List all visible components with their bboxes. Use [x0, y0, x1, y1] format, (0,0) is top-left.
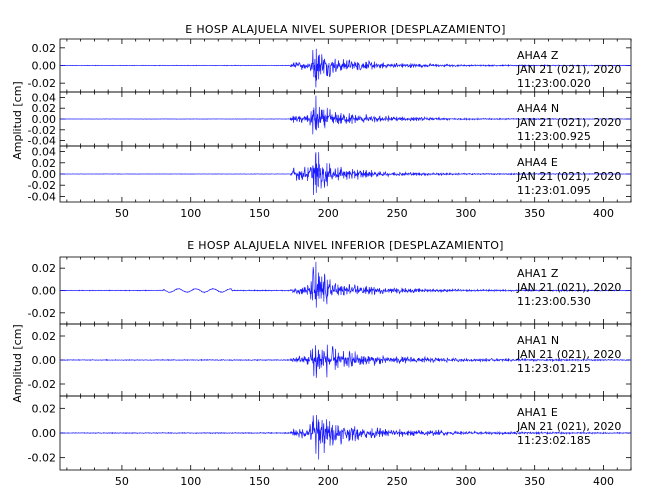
series-name: AHA1 E	[517, 406, 558, 419]
series-date: JAN 21 (021), 2020	[516, 420, 621, 433]
y-tick-label: -0.02	[28, 77, 56, 90]
y-tick-label: 0.02	[32, 262, 57, 275]
x-tick-label: 350	[524, 475, 545, 488]
y-axis-label: Amplitud [cm]	[11, 81, 24, 159]
x-tick-label: 100	[180, 207, 201, 220]
y-tick-label: 0.02	[32, 42, 57, 55]
x-tick-label: 50	[115, 207, 129, 220]
series-date: JAN 21 (021), 2020	[516, 348, 621, 361]
y-tick-label: 0.04	[32, 91, 57, 104]
waveform-trace	[59, 414, 632, 460]
series-date: JAN 21 (021), 2020	[516, 63, 621, 76]
chart-title: E HOSP ALAJUELA NIVEL INFERIOR [DESPLAZA…	[187, 239, 504, 252]
series-date: JAN 21 (021), 2020	[516, 116, 621, 129]
x-tick-label: 350	[524, 207, 545, 220]
y-tick-label: 0.00	[32, 285, 57, 298]
series-time: 11:23:00.530	[517, 295, 591, 308]
series-time: 11:23:02.185	[517, 434, 591, 447]
y-tick-label: 0.02	[32, 402, 57, 415]
x-tick-label: 200	[318, 207, 339, 220]
x-tick-label: 150	[249, 475, 270, 488]
waveform-trace	[59, 95, 632, 135]
x-tick-label: 200	[318, 475, 339, 488]
series-date: JAN 21 (021), 2020	[516, 170, 621, 183]
series-time: 11:23:00.925	[517, 130, 591, 143]
x-tick-label: 300	[455, 475, 476, 488]
x-tick-label: 150	[249, 207, 270, 220]
y-tick-label: 0.00	[32, 354, 57, 367]
series-date: JAN 21 (021), 2020	[516, 281, 621, 294]
y-tick-label: 0.02	[32, 330, 57, 343]
y-tick-label: -0.04	[28, 135, 56, 148]
y-tick-label: 0.00	[32, 427, 57, 440]
waveform-trace	[59, 344, 632, 378]
series-time: 11:23:01.095	[517, 184, 591, 197]
y-tick-label: 0.04	[32, 146, 57, 159]
x-tick-label: 400	[593, 207, 614, 220]
x-tick-label: 100	[180, 475, 201, 488]
y-tick-label: 0.00	[32, 168, 57, 181]
y-axis-label: Amplitud [cm]	[11, 324, 24, 402]
y-tick-label: 0.02	[32, 157, 57, 170]
y-tick-label: -0.02	[28, 307, 56, 320]
series-name: AHA1 N	[517, 334, 559, 347]
series-name: AHA4 E	[517, 156, 558, 169]
waveform-trace	[59, 261, 632, 308]
series-name: AHA4 Z	[517, 49, 559, 62]
y-tick-label: -0.02	[28, 179, 56, 192]
x-tick-label: 50	[115, 475, 129, 488]
waveform-trace	[59, 48, 632, 88]
y-tick-label: 0.02	[32, 102, 57, 115]
series-name: AHA4 N	[517, 102, 559, 115]
y-tick-label: -0.02	[28, 378, 56, 391]
x-tick-label: 400	[593, 475, 614, 488]
x-tick-label: 300	[455, 207, 476, 220]
y-tick-label: 0.00	[32, 60, 57, 73]
waveform-trace	[59, 152, 632, 196]
y-tick-label: -0.04	[28, 190, 56, 203]
x-tick-label: 250	[387, 475, 408, 488]
chart-title: E HOSP ALAJUELA NIVEL SUPERIOR [DESPLAZA…	[185, 23, 505, 36]
y-tick-label: -0.02	[28, 124, 56, 137]
series-time: 11:23:01.215	[517, 362, 591, 375]
series-name: AHA1 Z	[517, 267, 559, 280]
y-tick-label: 0.00	[32, 113, 57, 126]
y-tick-label: -0.02	[28, 452, 56, 465]
x-tick-label: 250	[387, 207, 408, 220]
series-time: 11:23:00.020	[517, 77, 591, 90]
